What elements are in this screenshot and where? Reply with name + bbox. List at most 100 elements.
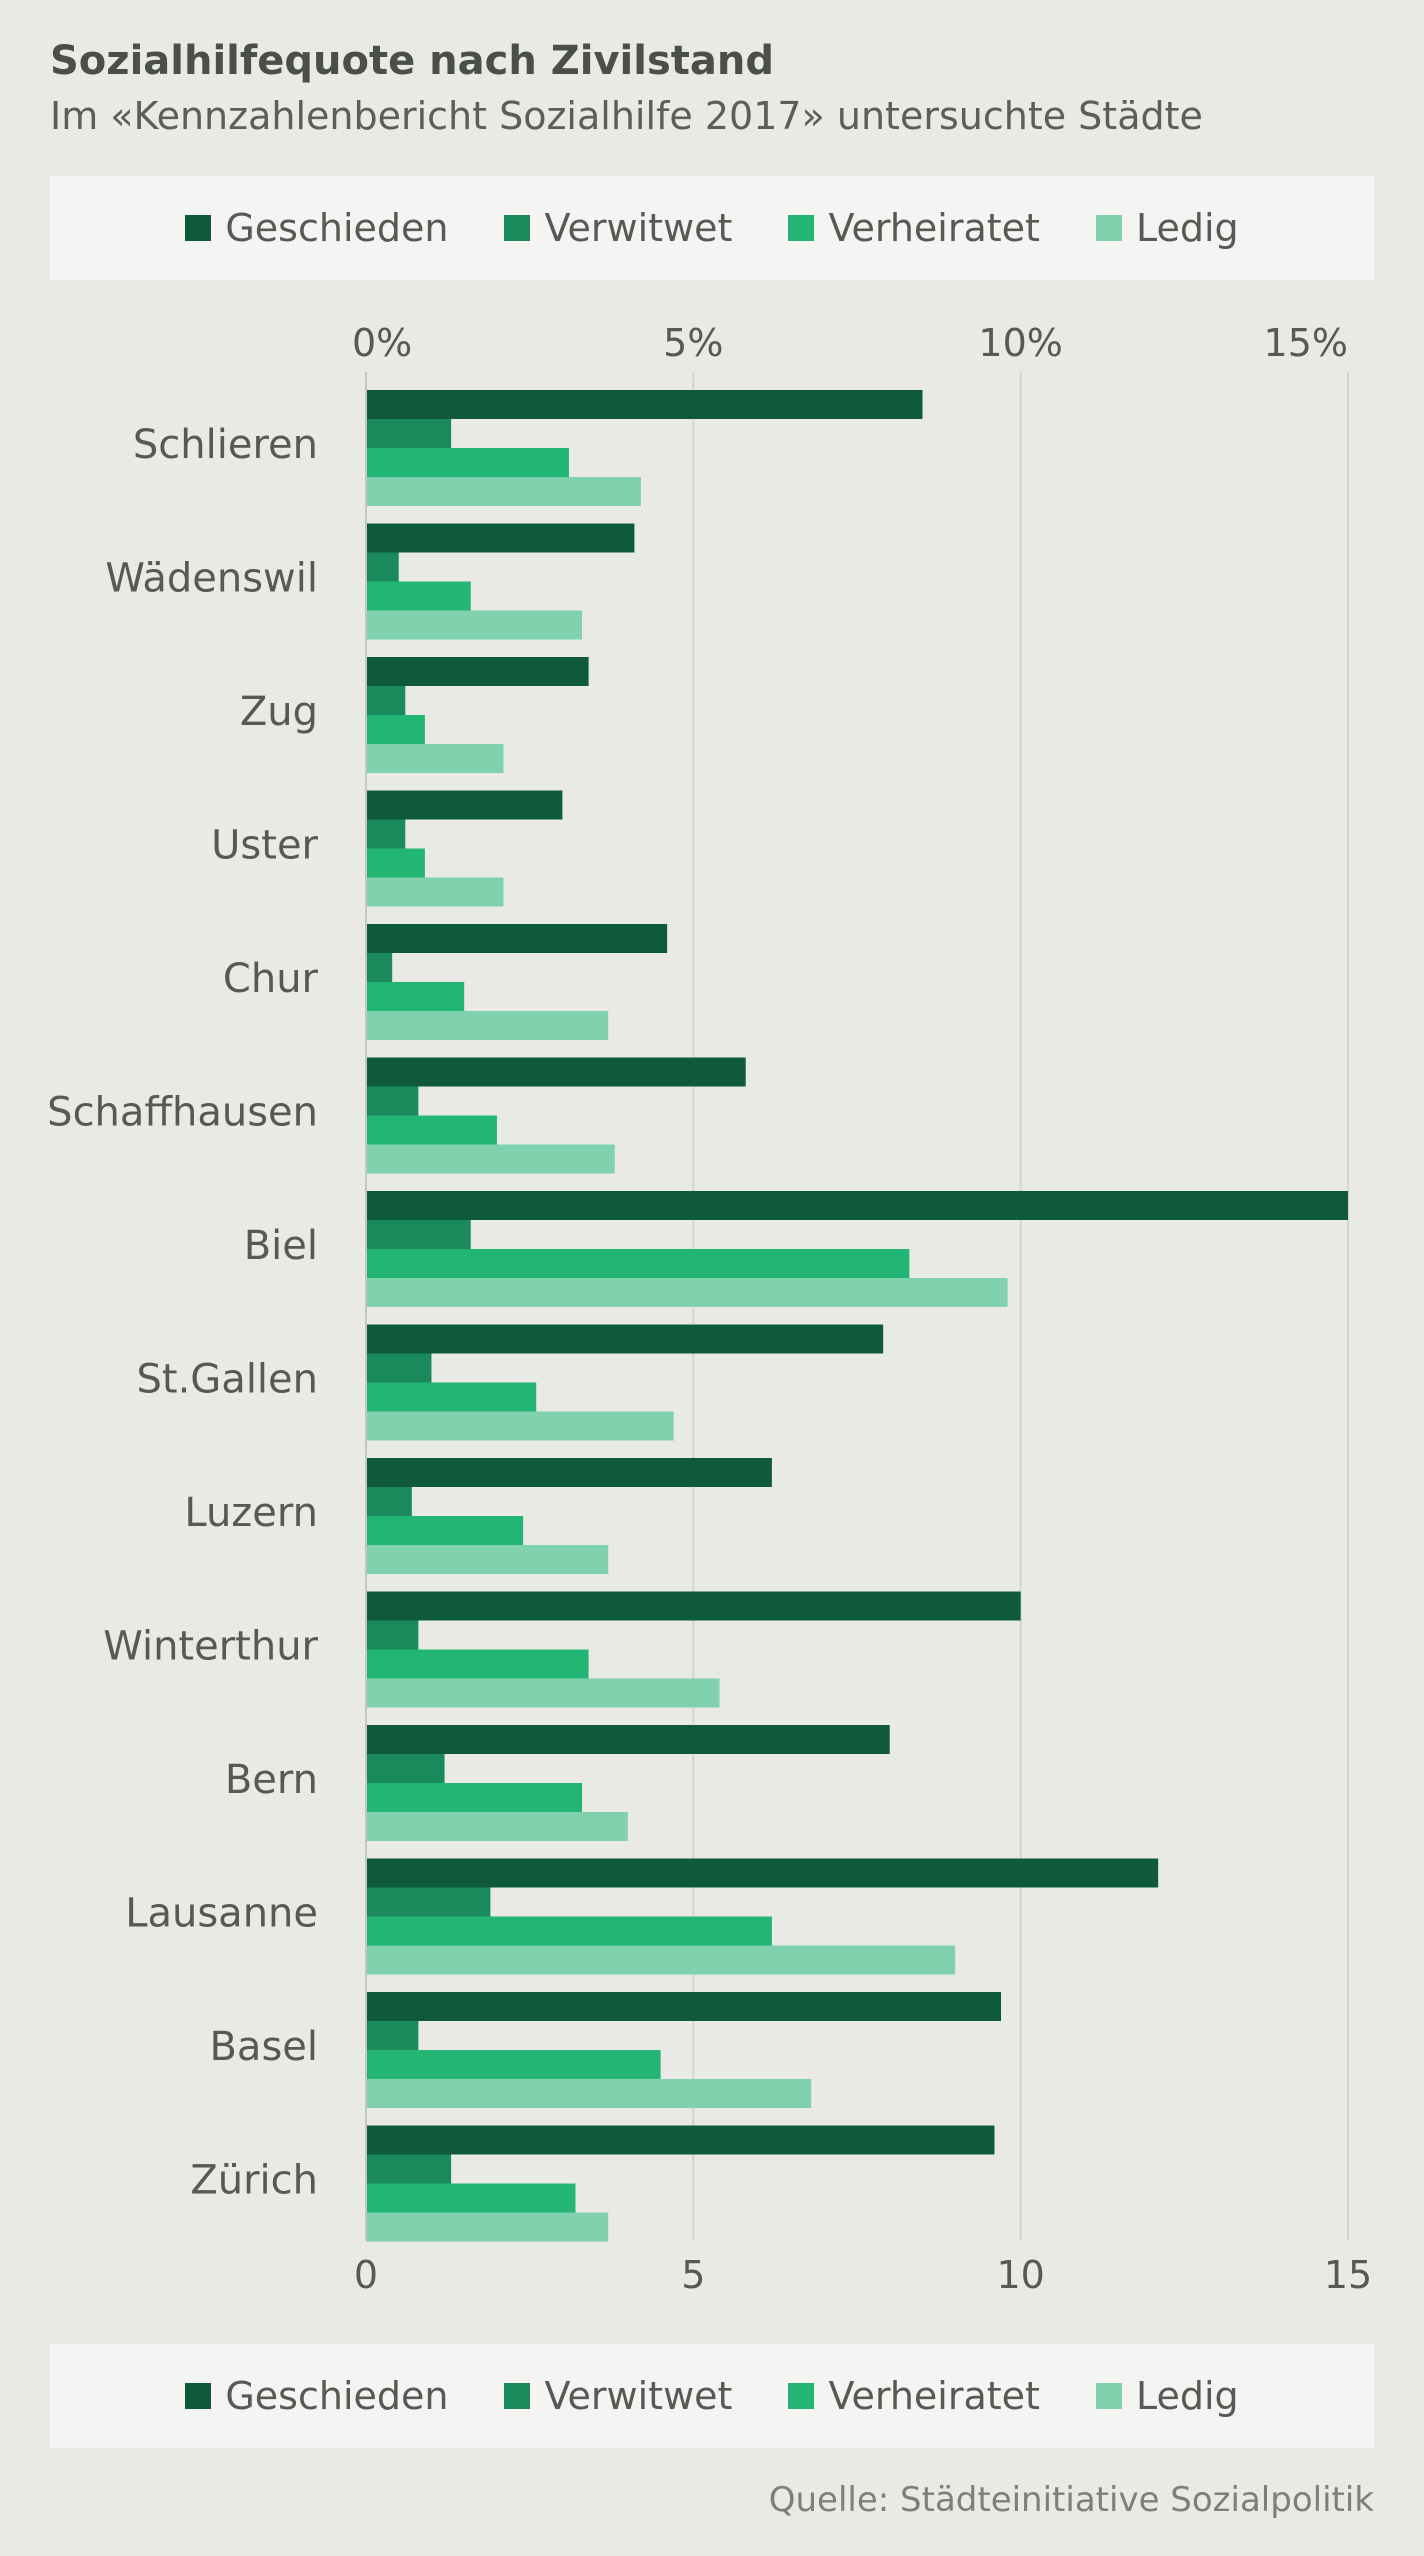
category-label: Wädenswil xyxy=(105,556,318,602)
bar-ledig xyxy=(366,610,583,640)
bar-verwitwet xyxy=(366,953,393,982)
legend-swatch xyxy=(788,2383,815,2409)
legend-swatch xyxy=(185,215,212,241)
legend-label: Geschieden xyxy=(225,2374,449,2418)
x-tick-label-top: 5% xyxy=(663,321,723,365)
legend-swatch xyxy=(1095,215,1122,241)
bar-verheiratet xyxy=(366,715,425,744)
x-tick-label-top: 0% xyxy=(352,321,412,365)
bar-geschieden xyxy=(366,1191,1348,1220)
category-label: Zug xyxy=(240,689,318,735)
bar-geschieden xyxy=(366,790,563,820)
bar-verwitwet xyxy=(366,1754,445,1783)
bar-ledig xyxy=(366,2079,812,2108)
legend-swatch xyxy=(185,2383,212,2409)
bar-geschieden xyxy=(366,1725,890,1754)
legend-label: Verwitwet xyxy=(544,2374,733,2418)
bar-geschieden xyxy=(366,1992,1002,2021)
legend-label: Geschieden xyxy=(225,206,449,250)
category-label: Luzern xyxy=(184,1490,318,1536)
bar-ledig xyxy=(366,877,504,907)
legend-label: Ledig xyxy=(1135,206,1239,250)
bar-geschieden xyxy=(366,2125,995,2155)
category-label: St.Gallen xyxy=(137,1357,318,1403)
bar-geschieden xyxy=(366,657,589,686)
legend-top: Geschieden Verwitwet Verheiratet Ledig xyxy=(50,176,1374,280)
legend-label: Verheiratet xyxy=(828,2374,1040,2418)
bar-verwitwet xyxy=(366,1220,471,1249)
bar-verheiratet xyxy=(366,581,471,611)
bar-geschieden xyxy=(366,1057,746,1087)
bar-verwitwet xyxy=(366,819,406,849)
chart-subtitle: Im «Kennzahlenbericht Sozialhilfe 2017» … xyxy=(50,94,1203,138)
bar-verwitwet xyxy=(366,1487,412,1516)
legend-item-verwitwet: Verwitwet xyxy=(504,206,732,250)
x-tick-label-bottom: 15 xyxy=(1324,2253,1372,2297)
legend-item-ledig: Ledig xyxy=(1095,2374,1239,2418)
bar-verheiratet xyxy=(366,1249,910,1278)
category-label: Schaffhausen xyxy=(47,1090,318,1136)
legend-bottom: Geschieden Verwitwet Verheiratet Ledig xyxy=(50,2344,1374,2448)
bar-ledig xyxy=(366,1945,956,1975)
legend-item-geschieden: Geschieden xyxy=(185,206,448,250)
bar-verheiratet xyxy=(366,1115,497,1145)
bar-verwitwet xyxy=(366,2021,419,2050)
bar-verwitwet xyxy=(366,1086,419,1116)
bar-geschieden xyxy=(366,1324,884,1354)
bar-geschieden xyxy=(366,924,668,953)
bar-verwitwet xyxy=(366,1620,419,1650)
category-label: Chur xyxy=(223,956,319,1002)
bar-geschieden xyxy=(366,1858,1159,1888)
source-note: Quelle: Städteinitiative Sozialpolitik xyxy=(768,2480,1374,2520)
bar-chart: 0% 0 5% 5 10% 10 15% 15 Schlieren Wädenswil Zug Ust… xyxy=(47,321,1372,2297)
legend-label: Verwitwet xyxy=(544,206,733,250)
bar-verheiratet xyxy=(366,2183,576,2213)
bar-verwitwet xyxy=(366,1353,432,1383)
bar-verheiratet xyxy=(366,1649,589,1679)
bar-geschieden xyxy=(366,1591,1021,1621)
bar-verheiratet xyxy=(366,448,569,477)
bar-ledig xyxy=(366,1678,720,1708)
bar-verheiratet xyxy=(366,1382,537,1412)
legend-swatch xyxy=(1095,2383,1122,2409)
category-label: Basel xyxy=(209,2024,318,2070)
bar-ledig xyxy=(366,2212,609,2242)
legend-swatch xyxy=(788,215,815,241)
bar-ledig xyxy=(366,1144,615,1174)
x-tick-label-bottom: 0 xyxy=(354,2253,378,2297)
bar-ledig xyxy=(366,1011,609,1040)
category-label: Schlieren xyxy=(133,422,318,468)
x-tick-label-top: 10% xyxy=(978,321,1062,365)
bar-ledig xyxy=(366,1812,628,1841)
bar-ledig xyxy=(366,477,641,506)
category-label: Zürich xyxy=(190,2158,318,2204)
legend-swatch xyxy=(504,215,531,241)
legend-item-verwitwet: Verwitwet xyxy=(504,2374,732,2418)
bar-verwitwet xyxy=(366,2154,452,2184)
x-tick-label-bottom: 5 xyxy=(681,2253,705,2297)
bar-verwitwet xyxy=(366,419,452,448)
category-label: Bern xyxy=(225,1757,318,1803)
bar-verheiratet xyxy=(366,1516,524,1545)
category-label: Winterthur xyxy=(103,1624,318,1670)
category-label: Lausanne xyxy=(125,1891,318,1937)
bar-geschieden xyxy=(366,1458,772,1487)
legend-item-verheiratet: Verheiratet xyxy=(788,206,1040,250)
x-tick-label-bottom: 10 xyxy=(996,2253,1044,2297)
legend-label: Verheiratet xyxy=(828,206,1040,250)
bar-verwitwet xyxy=(366,552,399,582)
bar-verheiratet xyxy=(366,1916,772,1946)
category-label: Biel xyxy=(244,1223,318,1269)
legend-swatch xyxy=(504,2383,531,2409)
bar-geschieden xyxy=(366,390,923,419)
bar-ledig xyxy=(366,744,504,773)
legend-item-ledig: Ledig xyxy=(1095,206,1239,250)
bar-verheiratet xyxy=(366,982,465,1011)
bar-ledig xyxy=(366,1278,1008,1307)
legend-item-verheiratet: Verheiratet xyxy=(788,2374,1040,2418)
bar-geschieden xyxy=(366,523,635,553)
chart-title: Sozialhilfequote nach Zivilstand xyxy=(50,38,775,84)
bar-verwitwet xyxy=(366,1887,491,1917)
bar-verwitwet xyxy=(366,686,406,715)
category-label: Uster xyxy=(211,823,318,869)
